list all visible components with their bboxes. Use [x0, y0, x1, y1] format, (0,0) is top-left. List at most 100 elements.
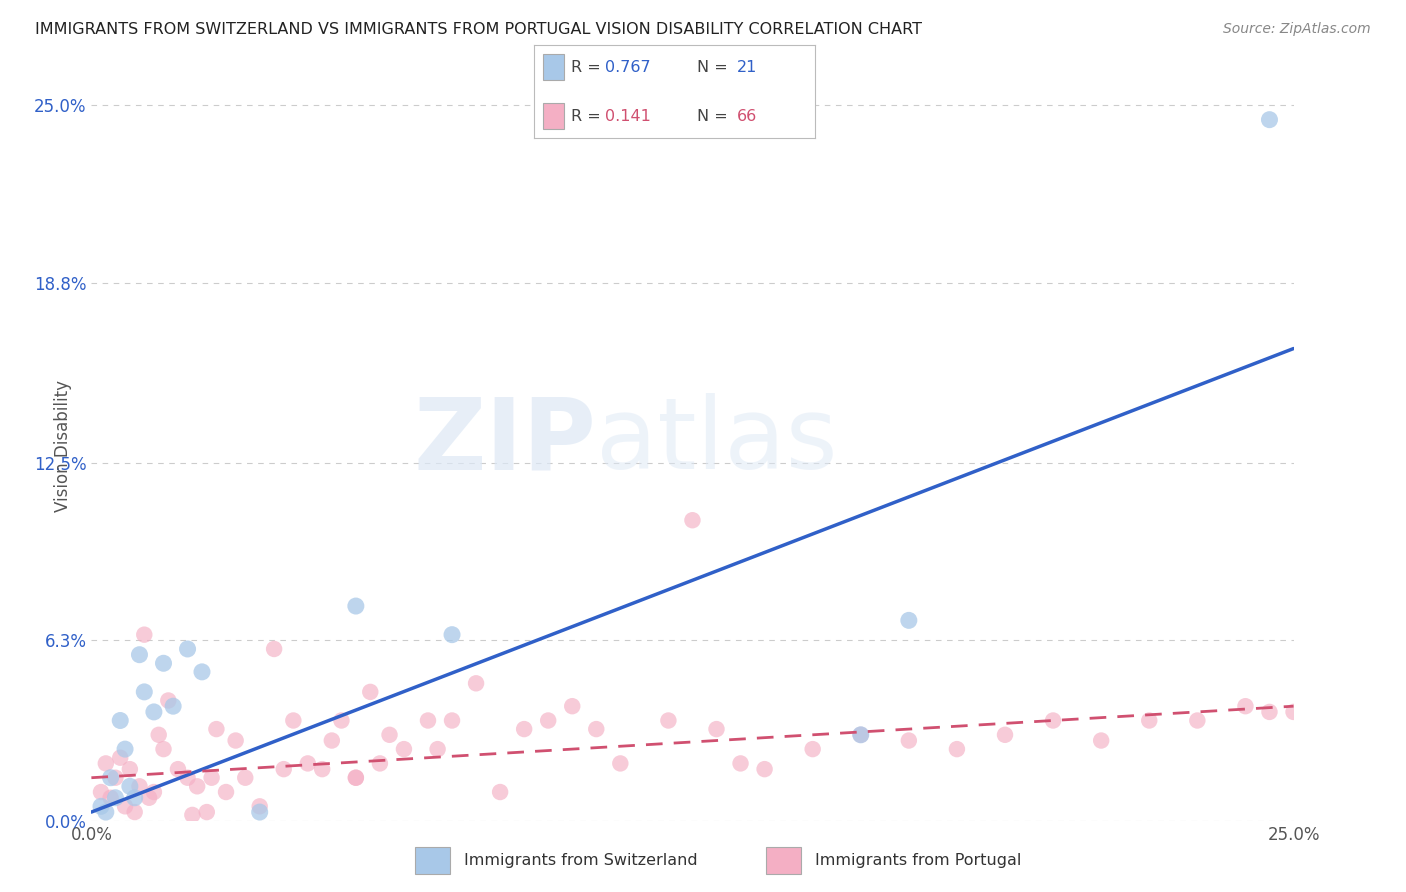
- Point: [754, 762, 776, 776]
- Text: Immigrants from Switzerland: Immigrants from Switzerland: [464, 854, 697, 868]
- Point: [609, 756, 631, 771]
- Text: Source: ZipAtlas.com: Source: ZipAtlas.com: [1223, 22, 1371, 37]
- Point: [100, 790, 122, 805]
- Point: [330, 714, 353, 728]
- FancyBboxPatch shape: [766, 847, 801, 874]
- Text: Vision Disability: Vision Disability: [55, 380, 72, 512]
- Point: [104, 790, 127, 805]
- Text: R =: R =: [571, 60, 600, 75]
- Point: [440, 628, 463, 642]
- Point: [142, 705, 165, 719]
- Point: [110, 750, 132, 764]
- Point: [181, 808, 204, 822]
- Point: [311, 762, 333, 776]
- Text: N =: N =: [697, 60, 728, 75]
- Point: [142, 785, 165, 799]
- Point: [167, 762, 190, 776]
- Point: [344, 771, 367, 785]
- FancyBboxPatch shape: [543, 54, 564, 79]
- Point: [263, 642, 285, 657]
- Point: [537, 714, 560, 728]
- Point: [1258, 112, 1281, 127]
- Text: atlas: atlas: [596, 393, 838, 490]
- Point: [186, 780, 208, 794]
- Point: [416, 714, 439, 728]
- Point: [297, 756, 319, 771]
- Point: [90, 799, 112, 814]
- Point: [200, 771, 222, 785]
- Point: [233, 771, 256, 785]
- Point: [1282, 705, 1305, 719]
- Point: [1137, 714, 1160, 728]
- Point: [94, 805, 117, 819]
- Point: [730, 756, 752, 771]
- Point: [110, 714, 132, 728]
- Point: [561, 699, 583, 714]
- Point: [465, 676, 488, 690]
- Point: [283, 714, 305, 728]
- Point: [273, 762, 295, 776]
- Point: [359, 685, 381, 699]
- Point: [191, 665, 214, 679]
- Text: 0.767: 0.767: [605, 60, 650, 75]
- Point: [124, 805, 146, 819]
- Text: R =: R =: [571, 109, 600, 124]
- Point: [946, 742, 969, 756]
- Point: [426, 742, 449, 756]
- Point: [157, 693, 180, 707]
- Point: [152, 657, 174, 671]
- Point: [162, 699, 184, 714]
- Point: [118, 762, 141, 776]
- Point: [176, 771, 198, 785]
- Point: [321, 733, 343, 747]
- Point: [100, 771, 122, 785]
- Text: 21: 21: [737, 60, 756, 75]
- Point: [114, 799, 136, 814]
- Point: [368, 756, 391, 771]
- Point: [205, 722, 228, 736]
- Point: [897, 733, 920, 747]
- Point: [94, 756, 117, 771]
- Point: [897, 613, 920, 627]
- Point: [128, 780, 150, 794]
- Point: [134, 628, 156, 642]
- Point: [513, 722, 536, 736]
- Point: [489, 785, 512, 799]
- Point: [148, 728, 170, 742]
- Point: [249, 805, 271, 819]
- Point: [138, 790, 160, 805]
- Point: [134, 685, 156, 699]
- Point: [90, 785, 112, 799]
- Point: [657, 714, 679, 728]
- Point: [849, 728, 872, 742]
- Point: [378, 728, 401, 742]
- Point: [128, 648, 150, 662]
- Point: [1187, 714, 1209, 728]
- Point: [114, 742, 136, 756]
- Text: ZIP: ZIP: [413, 393, 596, 490]
- Point: [344, 771, 367, 785]
- Point: [392, 742, 415, 756]
- Point: [176, 642, 198, 657]
- Point: [195, 805, 218, 819]
- Point: [225, 733, 247, 747]
- Point: [994, 728, 1017, 742]
- Point: [249, 799, 271, 814]
- Point: [118, 780, 141, 794]
- Point: [1042, 714, 1064, 728]
- Text: N =: N =: [697, 109, 728, 124]
- Point: [1258, 705, 1281, 719]
- Point: [344, 599, 367, 613]
- Point: [706, 722, 728, 736]
- Point: [440, 714, 463, 728]
- Text: IMMIGRANTS FROM SWITZERLAND VS IMMIGRANTS FROM PORTUGAL VISION DISABILITY CORREL: IMMIGRANTS FROM SWITZERLAND VS IMMIGRANT…: [35, 22, 922, 37]
- Point: [1090, 733, 1112, 747]
- FancyBboxPatch shape: [543, 103, 564, 129]
- Point: [152, 742, 174, 756]
- Point: [801, 742, 824, 756]
- Point: [849, 728, 872, 742]
- Point: [124, 790, 146, 805]
- Point: [104, 771, 127, 785]
- Point: [585, 722, 607, 736]
- Point: [215, 785, 238, 799]
